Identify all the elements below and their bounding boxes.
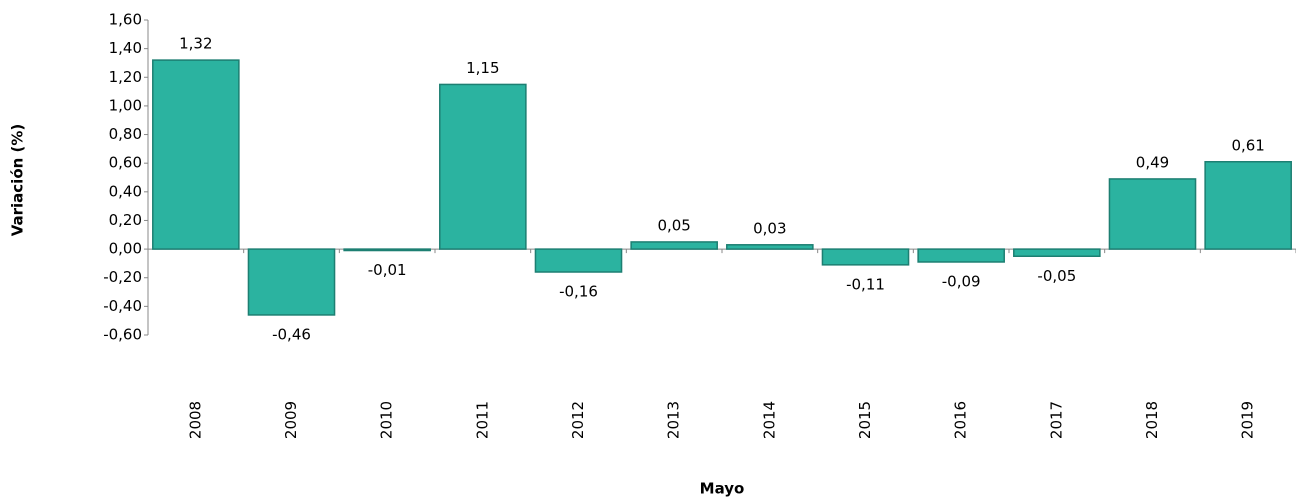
x-tick-label: 2008 bbox=[186, 401, 204, 439]
x-tick-label: 2012 bbox=[569, 401, 587, 439]
value-label: 0,61 bbox=[1231, 136, 1264, 154]
bar bbox=[1013, 248, 1101, 258]
y-tick-label: 1,20 bbox=[109, 68, 142, 86]
y-tick-label: 1,40 bbox=[109, 39, 142, 57]
x-tick-label: 2013 bbox=[665, 401, 683, 439]
y-tick-label: 0,00 bbox=[109, 240, 142, 258]
bar bbox=[247, 248, 336, 316]
value-label: -0,01 bbox=[368, 261, 407, 279]
y-tick-label: 0,20 bbox=[109, 211, 142, 229]
value-label: -0,09 bbox=[942, 272, 981, 290]
bar bbox=[534, 248, 623, 273]
value-label: 0,05 bbox=[657, 216, 690, 234]
y-tick-label: 0,80 bbox=[109, 125, 142, 143]
y-tick-label: -0,60 bbox=[103, 326, 142, 344]
x-axis-title: Mayo bbox=[700, 480, 745, 498]
bar bbox=[152, 59, 240, 250]
value-label: -0,11 bbox=[846, 275, 885, 293]
y-axis-title: Variación (%) bbox=[9, 124, 27, 237]
x-tick-label: 2018 bbox=[1143, 401, 1161, 439]
x-tick-label: 2011 bbox=[473, 401, 491, 439]
bar bbox=[343, 248, 431, 252]
bar bbox=[821, 248, 910, 266]
value-label: 0,03 bbox=[753, 219, 786, 237]
x-tick-label: 2015 bbox=[856, 401, 874, 439]
y-tick-label: 0,40 bbox=[109, 182, 142, 200]
value-label: 1,32 bbox=[179, 35, 212, 53]
bar bbox=[439, 83, 527, 250]
x-tick-label: 2014 bbox=[760, 401, 778, 439]
y-tick-label: -0,20 bbox=[103, 268, 142, 286]
y-tick-label: 1,00 bbox=[109, 96, 142, 114]
value-label: -0,46 bbox=[272, 325, 311, 343]
value-label: -0,05 bbox=[1037, 267, 1076, 285]
y-tick-label: 1,60 bbox=[109, 11, 142, 29]
value-label: 1,15 bbox=[466, 59, 499, 77]
x-tick-label: 2016 bbox=[952, 401, 970, 439]
y-tick-label: -0,40 bbox=[103, 297, 142, 315]
value-label: -0,16 bbox=[559, 283, 598, 301]
bar bbox=[917, 248, 1005, 263]
x-tick-label: 2010 bbox=[378, 401, 396, 439]
bar bbox=[726, 244, 814, 250]
x-tick-label: 2019 bbox=[1239, 401, 1257, 439]
x-tick-label: 2009 bbox=[282, 401, 300, 439]
y-tick-label: 0,60 bbox=[109, 154, 142, 172]
bar bbox=[1108, 178, 1197, 250]
bar bbox=[630, 241, 718, 250]
x-tick-label: 2017 bbox=[1047, 401, 1065, 439]
value-label: 0,49 bbox=[1136, 153, 1169, 171]
bar bbox=[1204, 161, 1292, 250]
